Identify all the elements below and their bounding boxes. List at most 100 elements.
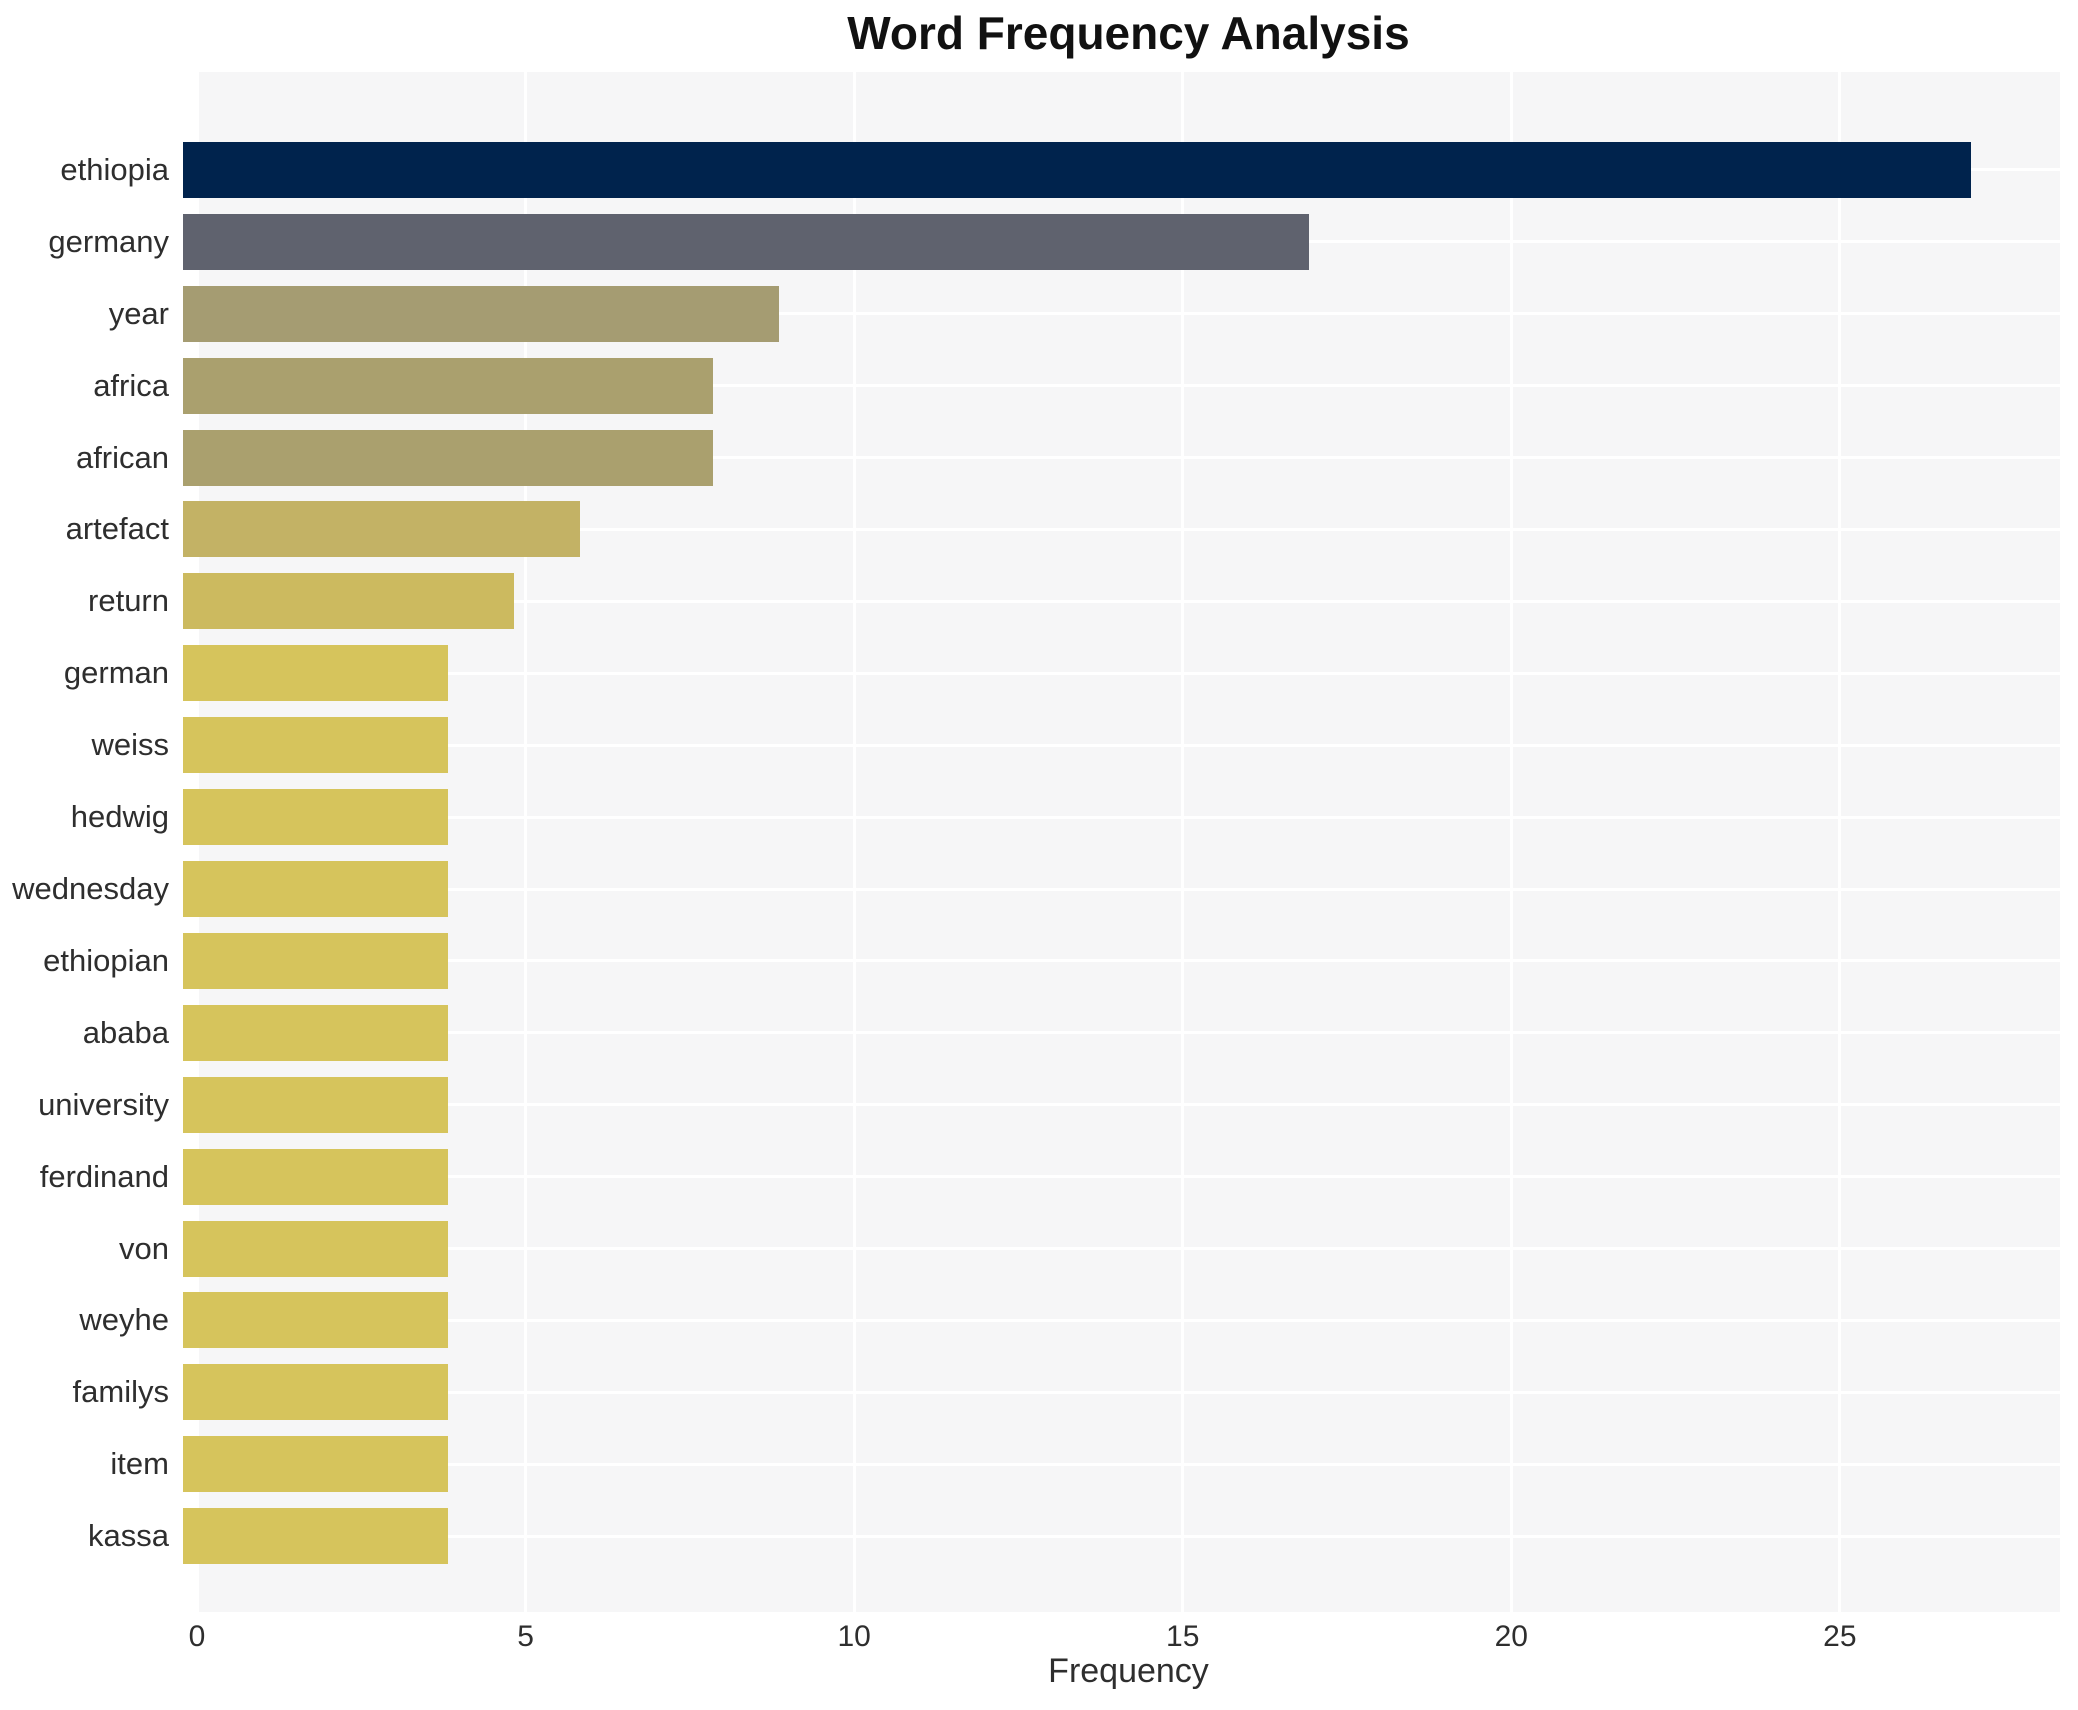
y-tick-label: ferdinand bbox=[39, 1158, 169, 1194]
bar-track bbox=[183, 565, 2060, 637]
y-tick-label: university bbox=[38, 1086, 169, 1122]
bar-track bbox=[183, 1428, 2060, 1500]
x-tick-label: 5 bbox=[517, 1620, 534, 1653]
h-gridline bbox=[183, 456, 2060, 460]
bar bbox=[183, 1220, 448, 1277]
y-tick-label: ethiopia bbox=[60, 151, 169, 187]
bar-track bbox=[183, 494, 2060, 566]
bar-row: year bbox=[0, 278, 2060, 350]
bar-track bbox=[183, 1213, 2060, 1285]
y-tick-label: weyhe bbox=[79, 1302, 169, 1338]
bar-row: artefact bbox=[0, 494, 2060, 566]
x-tick-label: 25 bbox=[1823, 1620, 1857, 1653]
y-tick-label: von bbox=[119, 1230, 169, 1266]
bar bbox=[183, 1004, 448, 1061]
bar-track bbox=[183, 1285, 2060, 1357]
bar-track bbox=[183, 134, 2060, 206]
bar-row: ferdinand bbox=[0, 1141, 2060, 1213]
bar-track bbox=[183, 206, 2060, 278]
y-tick-label: africa bbox=[93, 367, 169, 403]
bar-track bbox=[183, 350, 2060, 422]
y-tick-label: familys bbox=[72, 1374, 169, 1410]
bar-row: weyhe bbox=[0, 1285, 2060, 1357]
y-tick-label: ethiopian bbox=[43, 942, 169, 978]
bar-track bbox=[183, 781, 2060, 853]
bar-track bbox=[183, 1500, 2060, 1572]
bar bbox=[183, 932, 448, 989]
x-tick-label: 20 bbox=[1494, 1620, 1528, 1653]
bar-track bbox=[183, 997, 2060, 1069]
y-tick-label: weiss bbox=[91, 727, 169, 763]
x-axis: 0 5 10 15 20 25 bbox=[189, 1612, 2060, 1662]
bar bbox=[183, 1148, 448, 1205]
bar bbox=[183, 1508, 448, 1565]
v-gridline bbox=[1181, 72, 1185, 1612]
h-gridline bbox=[183, 887, 2060, 891]
bar bbox=[183, 357, 713, 414]
v-gridline bbox=[524, 72, 528, 1612]
y-tick-label: kassa bbox=[88, 1518, 169, 1554]
x-tick-label: 15 bbox=[1166, 1620, 1200, 1653]
bar bbox=[183, 717, 448, 774]
bar bbox=[183, 1076, 448, 1133]
bar bbox=[183, 501, 581, 558]
bar-row: africa bbox=[0, 350, 2060, 422]
bar bbox=[183, 1292, 448, 1349]
h-gridline bbox=[183, 743, 2060, 747]
bar bbox=[183, 645, 448, 702]
x-tick-label: 10 bbox=[837, 1620, 871, 1653]
bar-row: wednesday bbox=[0, 853, 2060, 925]
h-gridline bbox=[183, 384, 2060, 388]
bar bbox=[183, 573, 515, 630]
bar-track bbox=[183, 1141, 2060, 1213]
bar-track bbox=[183, 925, 2060, 997]
bars-container: ethiopia germany year africa african artefact… bbox=[0, 72, 2060, 1612]
bar-track bbox=[183, 853, 2060, 925]
h-gridline bbox=[183, 1247, 2060, 1251]
h-gridline bbox=[183, 815, 2060, 819]
bar bbox=[183, 1436, 448, 1493]
bar bbox=[183, 213, 1309, 270]
bar-track bbox=[183, 637, 2060, 709]
bar bbox=[183, 285, 779, 342]
x-tick-label: 0 bbox=[188, 1620, 206, 1653]
y-tick-label: african bbox=[75, 439, 169, 475]
v-gridline bbox=[1509, 72, 1513, 1612]
y-tick-label: item bbox=[110, 1446, 169, 1482]
h-gridline bbox=[183, 1175, 2060, 1179]
bar bbox=[183, 429, 713, 486]
y-tick-label: artefact bbox=[65, 511, 169, 547]
h-gridline bbox=[183, 1390, 2060, 1394]
bar-track bbox=[183, 1356, 2060, 1428]
y-tick-label: year bbox=[108, 295, 169, 331]
h-gridline bbox=[183, 959, 2060, 963]
bar-row: weiss bbox=[0, 709, 2060, 781]
bar-row: kassa bbox=[0, 1500, 2060, 1572]
h-gridline bbox=[183, 1534, 2060, 1538]
bar bbox=[183, 789, 448, 846]
h-gridline bbox=[183, 671, 2060, 675]
h-gridline bbox=[183, 527, 2060, 531]
h-gridline bbox=[183, 1103, 2060, 1107]
chart-title: Word Frequency Analysis bbox=[847, 7, 1410, 59]
bar-row: ethiopian bbox=[0, 925, 2060, 997]
bar-track bbox=[183, 1069, 2060, 1141]
h-gridline bbox=[183, 1318, 2060, 1322]
bar-row: ababa bbox=[0, 997, 2060, 1069]
bar-track bbox=[183, 278, 2060, 350]
v-gridline bbox=[852, 72, 856, 1612]
y-tick-label: hedwig bbox=[70, 799, 169, 835]
bar-row: item bbox=[0, 1428, 2060, 1500]
h-gridline bbox=[183, 312, 2060, 316]
v-gridline bbox=[1838, 72, 1842, 1612]
bar-row: von bbox=[0, 1213, 2060, 1285]
bar-track bbox=[183, 422, 2060, 494]
bar-row: african bbox=[0, 422, 2060, 494]
y-tick-label: german bbox=[63, 655, 169, 691]
bar-row: hedwig bbox=[0, 781, 2060, 853]
y-tick-label: return bbox=[88, 583, 169, 619]
h-gridline bbox=[183, 1462, 2060, 1466]
y-tick-label: germany bbox=[48, 223, 169, 259]
bar-row: return bbox=[0, 565, 2060, 637]
